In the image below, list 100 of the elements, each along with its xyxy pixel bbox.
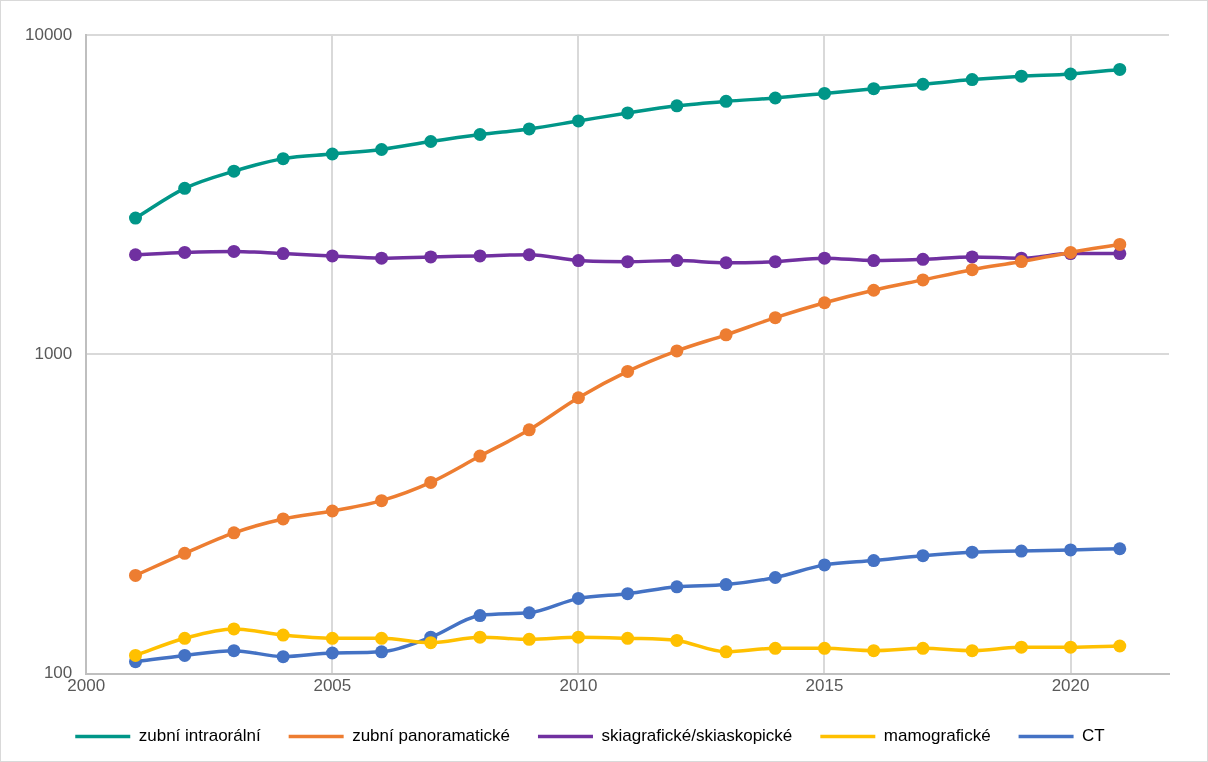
point	[670, 254, 684, 268]
point	[375, 494, 389, 508]
point	[571, 254, 585, 268]
point	[522, 248, 536, 262]
point	[1064, 67, 1078, 81]
point	[522, 632, 536, 646]
point	[227, 644, 241, 658]
point	[473, 630, 487, 644]
point	[867, 554, 881, 568]
point	[473, 449, 487, 463]
point	[621, 255, 635, 269]
point	[325, 147, 339, 161]
point	[670, 633, 684, 647]
point	[227, 244, 241, 258]
point	[916, 641, 930, 655]
point	[128, 211, 142, 225]
point	[818, 86, 831, 100]
point	[916, 77, 930, 91]
point	[424, 475, 438, 489]
point	[818, 251, 831, 265]
point	[1113, 542, 1127, 556]
point	[768, 641, 782, 655]
point	[571, 591, 585, 605]
point	[424, 250, 438, 264]
point	[670, 344, 684, 358]
point	[276, 512, 290, 526]
point	[867, 644, 881, 658]
point	[867, 254, 881, 268]
point	[818, 296, 831, 310]
point	[1014, 544, 1028, 558]
point	[621, 631, 635, 645]
point	[768, 91, 782, 105]
point	[867, 82, 881, 96]
point	[522, 423, 536, 437]
point	[178, 245, 192, 259]
point	[670, 99, 684, 113]
point	[719, 94, 733, 108]
point	[1014, 640, 1028, 654]
point	[276, 650, 290, 664]
point	[768, 311, 782, 325]
y-tick-label: 10000	[24, 24, 73, 44]
point	[375, 142, 389, 156]
point	[178, 181, 192, 195]
point	[571, 114, 585, 128]
point	[1064, 543, 1078, 557]
point	[424, 636, 438, 650]
point	[965, 263, 979, 277]
point	[473, 609, 487, 623]
point	[325, 249, 339, 263]
point	[1113, 62, 1127, 76]
x-tick-label: 2020	[1051, 676, 1090, 696]
legend-label: CT	[1082, 726, 1105, 746]
point	[621, 364, 635, 378]
point	[965, 250, 979, 264]
point	[571, 391, 585, 405]
x-tick-label: 2015	[805, 676, 844, 696]
point	[325, 646, 339, 660]
point	[178, 648, 192, 662]
point	[178, 546, 192, 560]
point	[768, 255, 782, 269]
point	[719, 256, 733, 270]
point	[375, 645, 389, 659]
point	[719, 645, 733, 659]
y-tick-label: 1000	[34, 343, 73, 363]
point	[768, 570, 782, 584]
point	[128, 248, 142, 262]
point	[424, 134, 438, 148]
point	[719, 578, 733, 592]
point	[522, 122, 536, 136]
point	[473, 127, 487, 141]
point	[916, 273, 930, 287]
legend-label: zubní panoramatické	[352, 726, 510, 746]
point	[1113, 639, 1127, 653]
point	[1113, 237, 1127, 251]
point	[818, 558, 831, 572]
point	[276, 152, 290, 166]
point	[965, 545, 979, 559]
point	[621, 587, 635, 601]
point	[178, 631, 192, 645]
point	[128, 568, 142, 582]
point	[916, 252, 930, 266]
point	[276, 247, 290, 261]
point	[818, 641, 831, 655]
point	[522, 606, 536, 620]
point	[965, 644, 979, 658]
point	[621, 106, 635, 120]
point	[227, 164, 241, 178]
point	[916, 549, 930, 563]
point	[719, 328, 733, 342]
point	[375, 251, 389, 265]
point	[325, 631, 339, 645]
point	[867, 283, 881, 297]
point	[1014, 255, 1028, 269]
legend-label: mamografické	[883, 726, 991, 746]
x-tick-label: 2010	[559, 676, 598, 696]
point	[1014, 69, 1028, 83]
legend-label: zubní intraorální	[138, 726, 261, 746]
legend-label: skiagrafické/skiaskopické	[601, 726, 793, 746]
point	[1064, 640, 1078, 654]
point	[473, 249, 487, 263]
